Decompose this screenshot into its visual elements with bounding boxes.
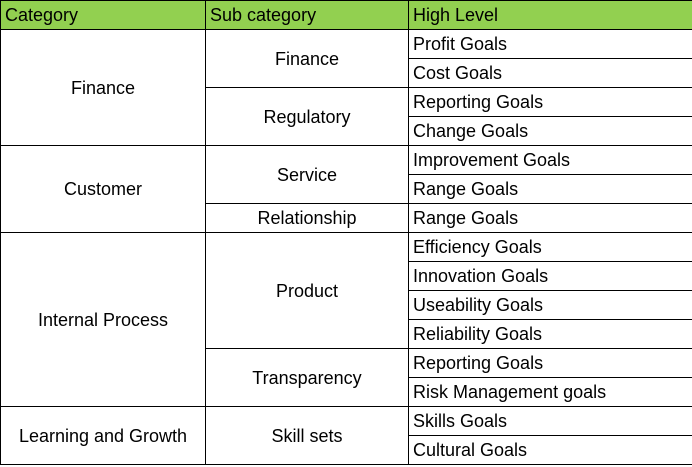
table-row: Useability Goals [1,290,692,320]
goal-cell: Cultural Goals [408,435,692,465]
goal-cell: Risk Management goals [408,377,692,407]
table-body: Finance Finance Profit Goals Cost Goals … [0,29,692,465]
sub-category-cell: Service [205,145,409,204]
sub-category-cell: Transparency [205,348,409,407]
goal-cell: Innovation Goals [408,261,692,291]
goal-cell: Range Goals [408,203,692,233]
goal-cell: Range Goals [408,174,692,204]
goal-cell: Cost Goals [408,58,692,88]
goal-cell: Reporting Goals [408,348,692,378]
table-row: Innovation Goals [1,261,692,291]
header-high-level: High Level [408,0,692,30]
header-row: Category Sub category High Level [0,0,692,30]
goal-cell: Skills Goals [408,406,692,436]
table-row: Customer Service Improvement Goals [0,145,692,233]
sub-category-cell: Skill sets [205,406,409,465]
sub-category-cell: Relationship [205,203,409,233]
sub-category-cell: Product [205,232,409,349]
table-row: Risk Management goals [1,377,692,407]
goal-cell: Improvement Goals [408,145,692,175]
sub-category-cell: Finance [205,29,409,88]
category-cell: Internal Process [0,232,206,407]
table-row: Transparency Reporting Goals [1,348,692,407]
table-header: Category Sub category High Level [0,0,692,30]
category-cell: Learning and Growth [0,406,206,465]
goal-cell: Reporting Goals [408,87,692,117]
goal-cell: Reliability Goals [408,319,692,349]
table-row: Cultural Goals [1,435,692,465]
table-row: Finance Finance Profit Goals [0,29,692,146]
table-row: Learning and Growth Skill sets Skills Go… [0,406,692,465]
table-row: Range Goals [1,174,692,204]
header-sub-category: Sub category [205,0,409,30]
goal-cell: Useability Goals [408,290,692,320]
goal-cell: Change Goals [408,116,692,146]
category-cell: Customer [0,145,206,233]
table-row: Internal Process Product Efficiency Goal… [0,232,692,407]
table-row: Cost Goals [1,58,692,88]
table-row: Reliability Goals [1,319,692,349]
goal-cell: Profit Goals [408,29,692,59]
header-category: Category [0,0,206,30]
sub-category-cell: Regulatory [205,87,409,146]
goal-cell: Efficiency Goals [408,232,692,262]
table-row: Relationship Range Goals [1,203,692,233]
category-cell: Finance [0,29,206,146]
table-row: Change Goals [1,116,692,146]
